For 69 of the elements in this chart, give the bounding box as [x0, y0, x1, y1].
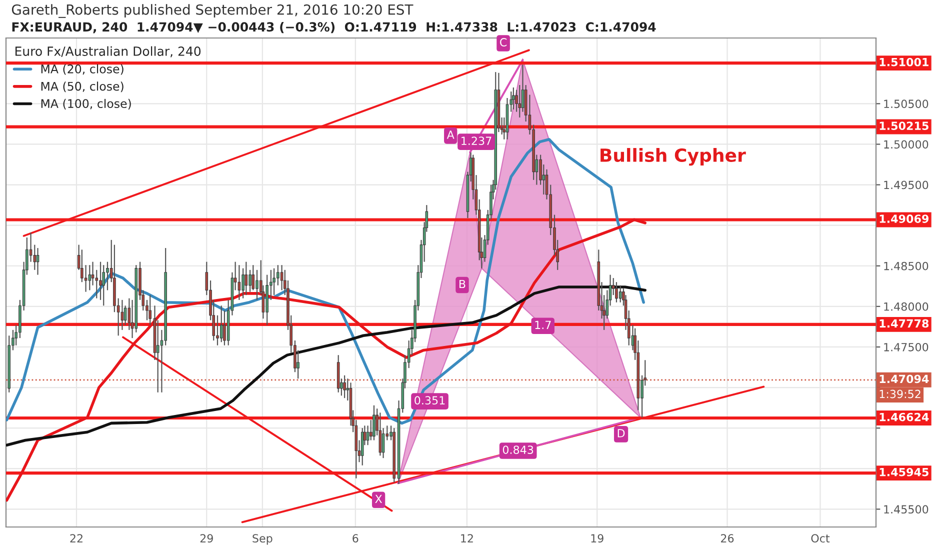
candlestick [512, 86, 515, 110]
annotation: X [375, 494, 382, 503]
y-tick-label: 1.45500 [884, 505, 928, 514]
chart-title: Gareth_Roberts published September 21, 2016 10:20 EST [12, 4, 414, 18]
annotation: B [460, 280, 466, 288]
x-tick-label: 26 [721, 534, 734, 543]
x-tick-label: Sep [252, 534, 272, 545]
text: 1:39:52 [880, 390, 920, 398]
annotation: Bullish Cypher [600, 148, 746, 166]
x-tick-label: 19 [591, 534, 604, 543]
legend-label: MA (50, close) [41, 82, 124, 92]
candlestick [369, 419, 372, 441]
candlestick [343, 374, 346, 399]
candlestick [36, 247, 40, 276]
x-tick-label: Oct [811, 534, 830, 543]
candlestick [372, 404, 376, 441]
candlestick [542, 164, 546, 196]
legend-title: Euro Fx/Australian Dollar, 240 [15, 46, 201, 58]
y-tick-label: 1.49500 [884, 180, 928, 190]
annotation: D [618, 429, 625, 438]
candlestick [238, 264, 241, 300]
y-tick-label: 1.50500 [884, 100, 928, 108]
x-tick-label: 29 [200, 534, 213, 543]
legend-label: MA (20, close) [41, 64, 124, 75]
ref-line-label: 1.50215 [880, 122, 928, 130]
ref-line-label: 1.45945 [880, 468, 928, 476]
candlestick [360, 428, 364, 466]
candlestick [378, 412, 382, 456]
candlestick [276, 264, 280, 286]
candlestick [91, 261, 94, 286]
candlestick [84, 264, 88, 292]
candlestick [272, 268, 276, 296]
candlestick [88, 264, 92, 291]
x-tick-label: 6 [352, 534, 358, 543]
x-tick-label: 22 [70, 534, 82, 542]
chart-subtitle: FX:EURAUD, 240 1.47094▼ −0.00443 (−0.3%) O:1.47119 H:1.47338 L:1.47023 C:1.47094 [12, 22, 656, 34]
candlestick [216, 314, 219, 346]
y-tick-label: 1.47500 [884, 342, 928, 352]
annotation: 0.351 [414, 396, 445, 405]
ref-line-label: 1.46624 [880, 412, 929, 422]
candlestick [106, 261, 109, 291]
annotation: 0.843 [502, 446, 534, 454]
candlestick [280, 264, 284, 291]
candlestick [102, 264, 106, 306]
y-tick-label: 1.48500 [884, 262, 928, 270]
y-tick-label: 1.48000 [884, 302, 928, 311]
candlestick [615, 282, 618, 303]
annotation: C [500, 38, 507, 46]
candlestick [244, 261, 248, 296]
annotation: 1.237 [462, 136, 492, 146]
candlestick [220, 305, 223, 343]
ref-line-label: 1.51001 [880, 58, 928, 66]
candlestick [148, 294, 152, 326]
ref-line-label: 1.49069 [880, 214, 929, 223]
candlestick [518, 84, 522, 118]
candlestick [248, 269, 252, 292]
annotation: A [446, 130, 454, 139]
x-tick-label: 12 [461, 534, 473, 542]
candlestick [156, 320, 160, 393]
candlestick [99, 261, 102, 300]
y-tick-label: 1.50000 [884, 140, 928, 149]
candlestick [618, 284, 622, 303]
annotation: 1.7 [535, 320, 551, 329]
legend-label: MA (100, close) [41, 98, 131, 110]
candlestick [223, 310, 226, 346]
ref-line-label: 1.47778 [880, 319, 929, 328]
candlestick [252, 264, 255, 291]
candlestick [256, 269, 258, 300]
ref-line-label: 1.47094 [880, 374, 929, 384]
